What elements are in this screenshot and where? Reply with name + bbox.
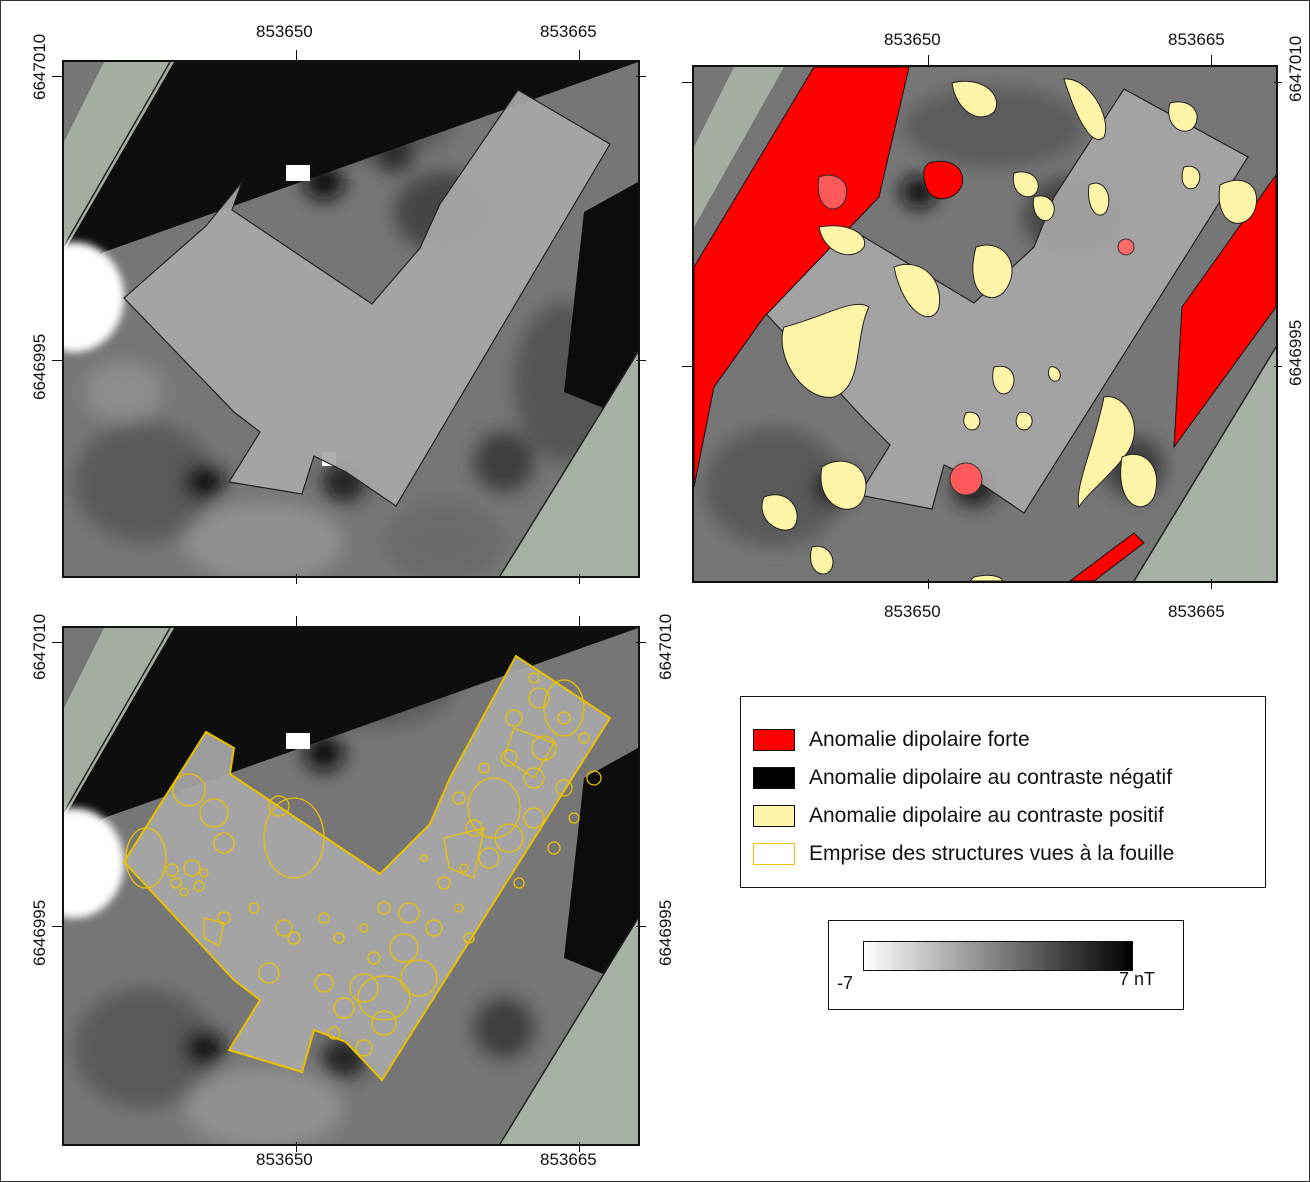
p1-y-label-2: 6646995 xyxy=(30,333,49,400)
p2-x-label-top-2: 853665 xyxy=(1168,30,1225,49)
p2-x-tick-2 xyxy=(1211,55,1212,65)
p1-x-tick-2 xyxy=(579,50,580,60)
p2-y-tick-3 xyxy=(1274,82,1282,83)
legend-item-strong: Anomalie dipolaire forte xyxy=(753,727,1030,753)
p3-y-label-right-2: 6646995 xyxy=(656,899,675,966)
p2-x-tick-4 xyxy=(1211,579,1212,589)
legend-label-negative: Anomalie dipolaire au contraste négatif xyxy=(809,766,1173,789)
magnetic-map-panel xyxy=(62,60,640,578)
p3-y-tick-4 xyxy=(636,926,646,927)
color-scale: -7 7 nT xyxy=(828,920,1184,1010)
interpretation-map xyxy=(694,67,1276,581)
p1-x-tick-4 xyxy=(579,574,580,584)
p2-y-tick-2 xyxy=(682,366,692,367)
p2-x-label-top-1: 853650 xyxy=(884,30,941,49)
p3-x-tick-2 xyxy=(579,616,580,626)
p3-y-label-1: 6647010 xyxy=(30,613,49,680)
p1-x-label-2: 853665 xyxy=(540,22,597,41)
p3-y-tick-1 xyxy=(52,642,62,643)
legend-swatch-negative xyxy=(753,767,795,789)
strong-anomaly-right xyxy=(1173,174,1276,449)
p3-x-label-2: 853665 xyxy=(540,1150,597,1169)
legend-label-strong: Anomalie dipolaire forte xyxy=(809,728,1030,751)
color-scale-max: 7 nT xyxy=(1119,969,1156,989)
p1-y-label-1: 6647010 xyxy=(30,33,49,100)
interpretation-map-panel xyxy=(692,65,1278,583)
p1-y-tick-1 xyxy=(52,76,62,77)
strong-anomaly-left xyxy=(694,67,910,488)
legend-label-positive: Anomalie dipolaire au contraste positif xyxy=(809,804,1164,827)
legend-item-excavation: Emprise des structures vues à la fouille xyxy=(753,841,1174,867)
p2-y-label-1: 6647010 xyxy=(1286,35,1305,102)
color-scale-gradient xyxy=(863,941,1133,971)
p3-x-tick-1 xyxy=(296,616,297,626)
legend-label-excavation: Emprise des structures vues à la fouille xyxy=(809,842,1175,865)
p2-x-tick-1 xyxy=(928,55,929,65)
legend-item-positive: Anomalie dipolaire au contraste positif xyxy=(753,803,1164,829)
magnetic-map xyxy=(64,62,638,576)
p2-y-tick-4 xyxy=(1274,366,1282,367)
strong-anomaly-bottom xyxy=(1069,532,1145,581)
p3-x-tick-3 xyxy=(296,1142,297,1152)
p3-y-tick-3 xyxy=(636,642,646,643)
legend-swatch-strong xyxy=(753,729,795,751)
excavation-map xyxy=(64,628,638,1144)
p1-x-tick-3 xyxy=(296,574,297,584)
legend-swatch-positive xyxy=(753,805,795,827)
p1-y-tick-4 xyxy=(636,360,646,361)
p2-y-tick-1 xyxy=(682,82,692,83)
p2-x-tick-3 xyxy=(928,579,929,589)
p2-x-label-bottom-1: 853650 xyxy=(884,602,941,621)
color-scale-min: -7 xyxy=(837,973,854,993)
legend: Anomalie dipolaire forte Anomalie dipola… xyxy=(740,696,1266,888)
p2-x-label-bottom-2: 853665 xyxy=(1168,602,1225,621)
excavation-map-panel xyxy=(62,626,640,1146)
p3-y-tick-2 xyxy=(52,926,62,927)
p1-x-tick-1 xyxy=(296,50,297,60)
p1-y-tick-2 xyxy=(52,360,62,361)
legend-item-negative: Anomalie dipolaire au contraste négatif xyxy=(753,765,1172,791)
p3-y-label-2: 6646995 xyxy=(30,899,49,966)
p3-x-tick-4 xyxy=(579,1142,580,1152)
p2-y-label-2: 6646995 xyxy=(1286,319,1305,386)
p3-x-label-1: 853650 xyxy=(256,1150,313,1169)
legend-swatch-excavation xyxy=(753,843,795,865)
p3-y-label-right-1: 6647010 xyxy=(656,613,675,680)
p1-x-label-1: 853650 xyxy=(256,22,313,41)
p1-y-tick-3 xyxy=(636,76,646,77)
